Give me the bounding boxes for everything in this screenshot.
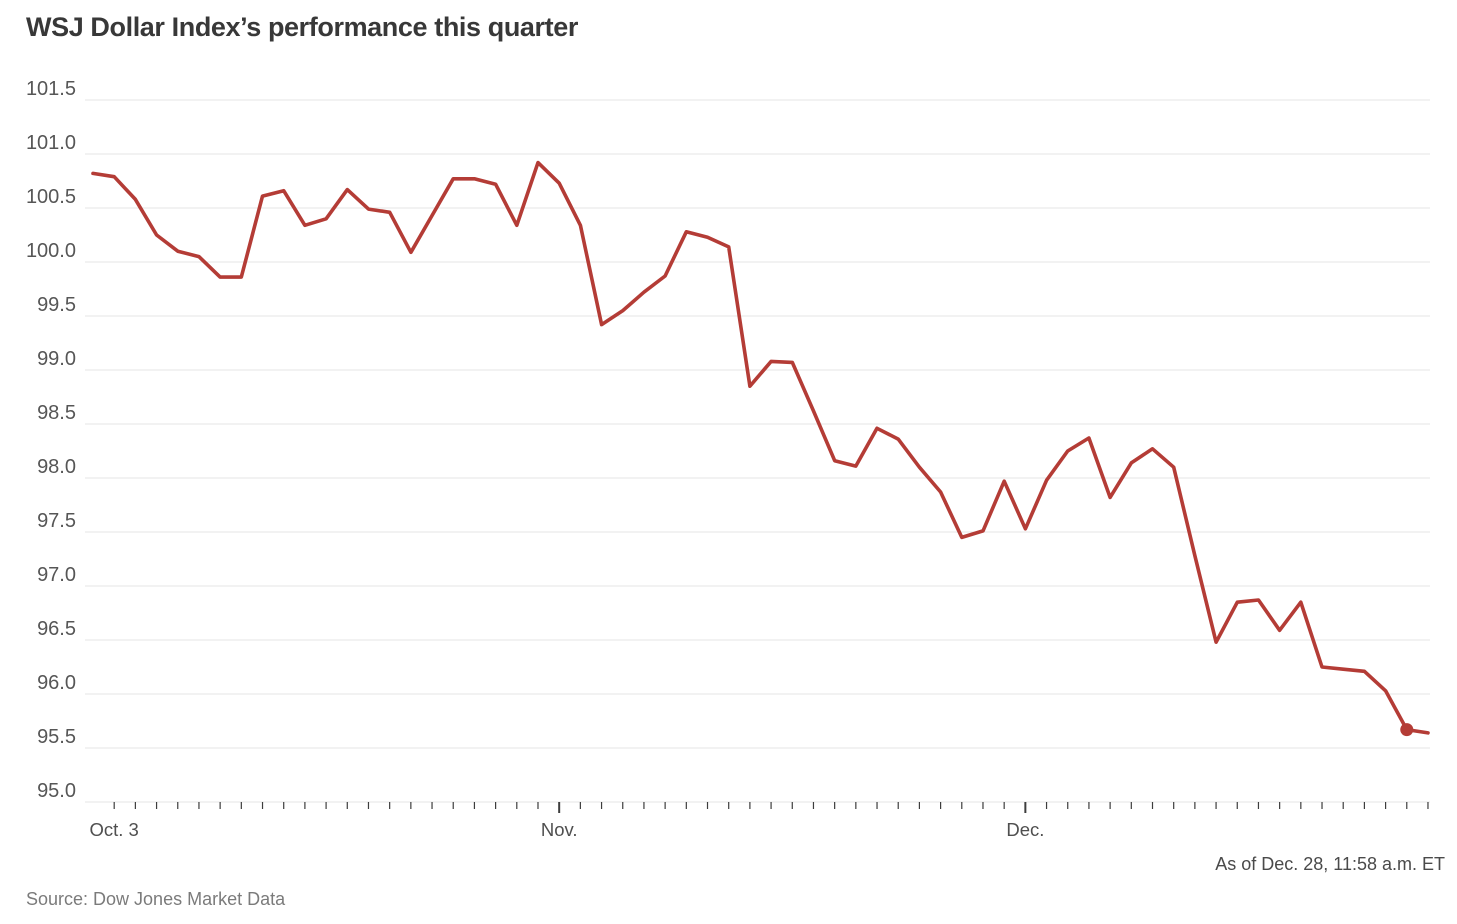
x-tick-label: Dec. xyxy=(1006,819,1044,840)
asof-note: As of Dec. 28, 11:58 a.m. ET xyxy=(1215,854,1445,874)
y-tick-label: 100.0 xyxy=(26,240,76,262)
y-tick-label: 95.0 xyxy=(37,780,76,802)
y-tick-label: 101.0 xyxy=(26,132,76,154)
y-tick-label: 100.5 xyxy=(26,186,76,208)
y-tick-label: 99.0 xyxy=(37,348,76,370)
gridlines xyxy=(85,99,1430,803)
y-tick-label: 101.5 xyxy=(26,78,76,100)
y-tick-label: 97.5 xyxy=(37,510,76,532)
y-axis-labels: 101.5 101.0 100.5 100.0 99.5 99.0 98.5 98.0 97.5… xyxy=(26,78,76,802)
y-tick-label: 99.5 xyxy=(37,294,76,316)
chart-title: WSJ Dollar Index’s performance this quar… xyxy=(26,12,578,42)
y-tick-label: 95.5 xyxy=(37,726,76,748)
x-tick-label: Oct. 3 xyxy=(90,819,139,840)
y-tick-label: 96.0 xyxy=(37,672,76,694)
x-tick-label: Nov. xyxy=(541,819,578,840)
y-tick-label: 98.0 xyxy=(37,456,76,478)
y-tick-label: 97.0 xyxy=(37,564,76,586)
y-tick-label: 96.5 xyxy=(37,618,76,640)
x-axis-labels: Oct. 3 Nov. Dec. xyxy=(90,819,1045,840)
latest-value-dot xyxy=(1400,723,1414,737)
y-tick-label: 98.5 xyxy=(37,402,76,424)
source-note: Source: Dow Jones Market Data xyxy=(26,889,286,909)
series-line xyxy=(91,160,1430,735)
x-axis-ticks xyxy=(113,802,1429,813)
